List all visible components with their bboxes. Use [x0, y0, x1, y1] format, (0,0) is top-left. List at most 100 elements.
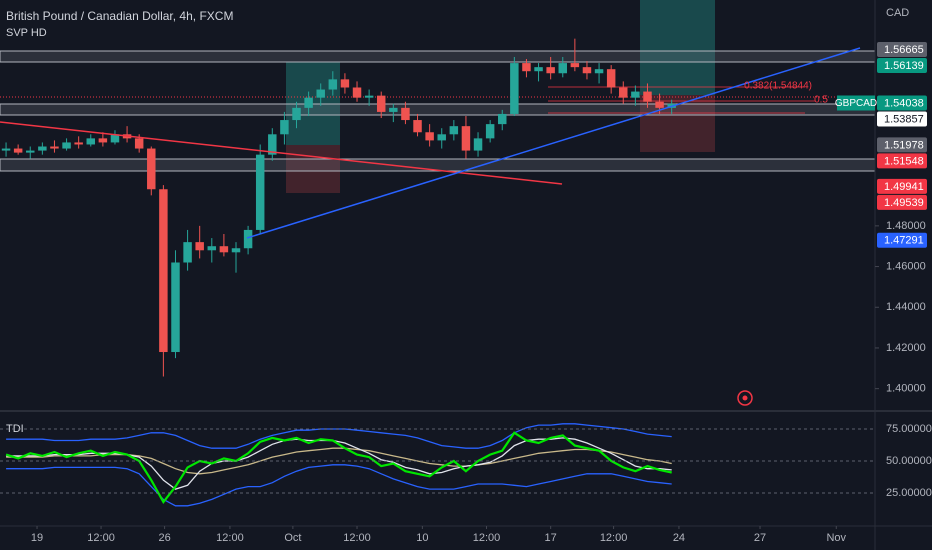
y-tick-label: 25.00000 [886, 487, 932, 499]
candle-body [207, 246, 217, 251]
candle-body [534, 67, 543, 72]
candle-body [594, 69, 604, 74]
candle-body [292, 107, 301, 121]
candle-body [631, 91, 640, 98]
candle-body [231, 248, 241, 253]
candle-body [98, 138, 108, 143]
x-tick-label: 10 [416, 532, 428, 544]
x-tick-label: 17 [545, 532, 557, 544]
candle-body [364, 95, 374, 98]
candle-body [50, 146, 59, 149]
candle-body [26, 150, 35, 153]
candle-body [74, 142, 83, 145]
price-badge-label: 1.56139 [884, 60, 924, 72]
price-badge-label: 1.47291 [884, 235, 924, 247]
candle-body [376, 95, 386, 112]
candle-body [498, 113, 507, 125]
candle-body [510, 63, 519, 114]
price-badge-label: 1.51978 [884, 139, 924, 151]
candle-body [619, 87, 628, 98]
candle-body [606, 69, 616, 88]
price-badge-label: 1.56665 [884, 44, 924, 56]
candle-body [643, 91, 652, 102]
candle-body [134, 138, 144, 149]
candle-body [62, 142, 71, 149]
x-tick-label: Oct [284, 532, 301, 544]
price-badge-label: 1.53857 [884, 113, 924, 125]
x-tick-label: 12:00 [600, 532, 628, 544]
price-badge [877, 95, 927, 111]
candle-body [316, 89, 325, 98]
x-tick-label: 12:00 [343, 532, 371, 544]
candle-body [558, 63, 567, 74]
x-tick-label: Nov [826, 532, 846, 544]
candle-body [449, 126, 459, 135]
indicator-name: SVP HD [6, 27, 47, 39]
candle-body [171, 262, 180, 353]
event-icon-dot [742, 395, 748, 401]
price-badge [877, 232, 927, 248]
y-tick-label: 1.44000 [886, 301, 926, 313]
price-badge-label: 1.51548 [884, 155, 924, 167]
candle-body [485, 124, 495, 139]
x-tick-label: 27 [754, 532, 766, 544]
x-tick-label: 24 [673, 532, 685, 544]
candle-body [159, 189, 168, 353]
candle-body [1, 148, 11, 151]
candle-body [304, 97, 313, 108]
candle-body [183, 242, 192, 263]
chart-title: British Pound / Canadian Dollar, 4h, FXC… [6, 9, 233, 23]
candle-body [389, 107, 398, 112]
x-tick-label: 12:00 [87, 532, 115, 544]
candle-body [352, 87, 362, 98]
candle-body [38, 146, 47, 151]
price-badge [877, 111, 927, 127]
candle-body [437, 134, 446, 141]
candle-body [340, 79, 350, 88]
price-badge [877, 137, 927, 153]
candle-body [280, 120, 289, 135]
candle-body [328, 79, 338, 90]
y-tick-label: 50.00000 [886, 455, 932, 467]
candle-body [461, 126, 471, 151]
symbol-badge-label: GBPCAD [835, 98, 877, 109]
price-badge [877, 153, 927, 169]
x-tick-label: 26 [158, 532, 170, 544]
price-badge [877, 178, 927, 194]
candle-body [13, 148, 23, 153]
price-badge-label: 1.49539 [884, 197, 924, 209]
indicator-line [5, 431, 672, 504]
price-badge-label: 1.54038 [884, 97, 924, 109]
x-tick-label: 19 [31, 532, 43, 544]
y-tick-label: 1.48000 [886, 220, 926, 232]
fib-label: 0.382(1.54844) [744, 81, 812, 92]
price-badge [877, 42, 927, 58]
y-tick-label: 1.40000 [886, 383, 926, 395]
indicator-line [6, 447, 672, 475]
y-tick-label: 1.42000 [886, 342, 926, 354]
price-badge [877, 194, 927, 210]
candle-body [546, 67, 555, 74]
candle-body [195, 242, 204, 251]
price-badge-label: 1.49941 [884, 181, 924, 193]
x-tick-label: 12:00 [473, 532, 501, 544]
candle-body [473, 138, 483, 151]
fib-label: 0.5 [814, 95, 828, 106]
candle-body [582, 67, 592, 74]
candle-body [522, 63, 531, 72]
candle-body [243, 229, 253, 249]
symbol-badge [837, 95, 875, 111]
x-tick-label: 12:00 [216, 532, 244, 544]
trend-line [0, 121, 563, 185]
zone [0, 158, 876, 172]
candle-body [401, 107, 410, 121]
candle-body [110, 134, 120, 143]
candle-body [268, 134, 277, 155]
long-stop-box [286, 145, 340, 193]
candle-body [86, 138, 96, 145]
candle-body [570, 63, 580, 68]
y-tick-label: 1.46000 [886, 260, 926, 272]
zone [0, 50, 876, 63]
